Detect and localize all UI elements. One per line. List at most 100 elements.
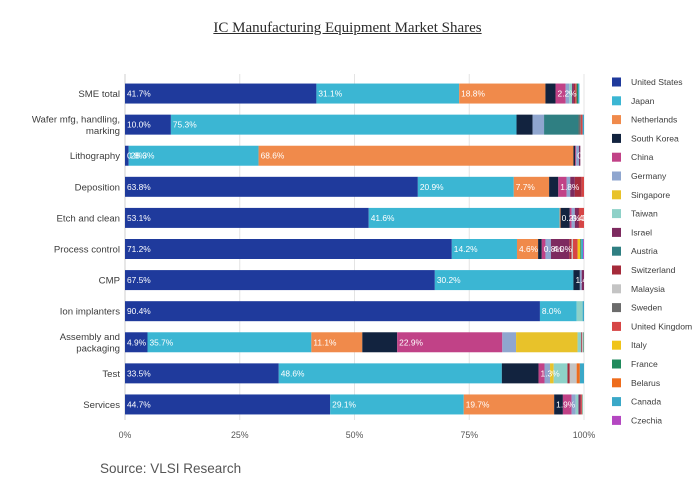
- bar-segment-japan: [539, 301, 577, 322]
- bar-segment-china: [538, 363, 545, 384]
- legend-label: Singapore: [631, 190, 670, 200]
- bar-segment-taiwan: [569, 83, 573, 104]
- legend-label: France: [631, 359, 658, 369]
- bar-segment-japan: [147, 332, 312, 353]
- bar-segment-germany: [545, 239, 551, 259]
- category-label: Assembly and packaging: [60, 332, 120, 355]
- bar-segment-netherlands: [463, 394, 555, 415]
- data-label: 0.4%: [572, 213, 592, 223]
- data-label: 1.0%: [581, 213, 601, 223]
- x-tick-label: 75%: [460, 430, 478, 440]
- bar-segment-south-korea: [549, 176, 559, 197]
- source-note: Source: VLSI Research: [100, 461, 242, 476]
- bar-segment-taiwan: [576, 301, 583, 322]
- bar-segment-united-states: [125, 83, 317, 104]
- bar-segment-switzerland: [567, 363, 570, 384]
- bar-segment-israel: [572, 83, 574, 104]
- legend-label: China: [631, 152, 654, 162]
- bar-segment-united-states: [125, 363, 279, 384]
- bar-segment-switzerland: [578, 207, 580, 228]
- legend-label: Taiwan: [631, 209, 658, 219]
- bar-segment-singapore: [550, 363, 554, 384]
- data-label: 75.3%: [173, 120, 197, 130]
- bar-segment-china: [569, 207, 572, 228]
- bar-segment-south-korea: [545, 83, 556, 104]
- data-label: 0.8%: [127, 151, 147, 161]
- legend-label: Sweden: [631, 303, 662, 313]
- bar-segment-switzerland: [581, 332, 583, 353]
- legend-swatch: [612, 397, 621, 407]
- bar-segment-south-korea: [573, 270, 580, 291]
- x-tick-label: 25%: [231, 430, 249, 440]
- bar-segment-canada: [581, 239, 584, 259]
- bar-segment-united-states: [125, 176, 418, 197]
- bar-segment-taiwan: [553, 363, 568, 384]
- bar-segment-singapore: [516, 332, 578, 353]
- legend-label: Switzerland: [631, 265, 676, 275]
- data-label: 18.8%: [461, 89, 485, 99]
- category-label: Wafer mfg, handling, marking: [32, 114, 120, 137]
- bar-segment-south-korea: [560, 207, 570, 228]
- bar-segment-united-kingdom: [572, 239, 578, 259]
- category-label: Ion implanters: [60, 307, 120, 318]
- bar-segment-united-kingdom: [581, 394, 583, 415]
- bar-segment-israel: [578, 394, 581, 415]
- bar-segment-south-korea: [554, 394, 563, 415]
- data-label: 22.9%: [399, 337, 423, 347]
- category-label: Process control: [54, 245, 120, 256]
- data-label: 41.7%: [127, 89, 151, 99]
- bar-segment-canada: [582, 114, 584, 135]
- legend-label: United Kingdom: [631, 321, 692, 331]
- bar-segment-japan: [434, 270, 574, 291]
- legend-swatch: [612, 77, 621, 87]
- data-label: 68.6%: [261, 151, 285, 161]
- bar-segment-malaysia: [571, 239, 573, 259]
- bar-segment-germany: [579, 270, 582, 291]
- legend-label: Czechia: [631, 415, 662, 425]
- bar-segment-switzerland: [573, 83, 576, 104]
- bar-segment-germany: [532, 114, 545, 135]
- bar-segment-switzerland: [574, 176, 582, 197]
- x-tick-label: 0%: [119, 430, 132, 440]
- bar-segment-united-kingdom: [575, 83, 577, 104]
- data-label: 1.9%: [556, 399, 576, 409]
- bar-segment-germany: [544, 363, 551, 384]
- bar-segment-canada: [579, 363, 584, 384]
- bar-segment-japan: [417, 176, 514, 197]
- chart-title: IC Manufacturing Equipment Market Shares: [213, 20, 482, 36]
- data-label: 14.2%: [454, 244, 478, 254]
- legend-label: South Korea: [631, 133, 679, 143]
- data-label: 31.1%: [318, 89, 342, 99]
- bar-segment-netherlands: [311, 332, 363, 353]
- legend-swatch: [612, 227, 621, 237]
- legend-label: Germany: [631, 171, 667, 181]
- x-tick-label: 50%: [346, 430, 364, 440]
- legend-swatch: [612, 265, 621, 275]
- bar-segment-france: [580, 239, 582, 259]
- data-label: 28.3%: [131, 151, 155, 161]
- legend-swatch: [612, 171, 621, 181]
- bar-segment-netherlands: [559, 207, 561, 228]
- legend-label: Netherlands: [631, 115, 677, 125]
- bar-segment-malaysia: [582, 332, 584, 353]
- category-label: Services: [83, 400, 120, 411]
- legend-swatch: [612, 359, 621, 369]
- bar-segment-united-kingdom: [579, 207, 584, 228]
- bar-segment-belarus: [576, 363, 580, 384]
- data-label: 90.4%: [127, 306, 151, 316]
- data-label: 0.2%: [562, 213, 582, 223]
- legend-swatch: [612, 321, 621, 331]
- bar-segment-italy: [577, 239, 581, 259]
- bar-segment-united-states: [125, 239, 452, 259]
- bar-segment-taiwan: [577, 332, 582, 353]
- bar-segment-netherlands: [513, 176, 550, 197]
- legend-swatch: [612, 284, 621, 294]
- data-label: 48.6%: [281, 368, 305, 378]
- bar-segment-france: [576, 83, 579, 104]
- bar-segment-malaysia: [569, 363, 577, 384]
- data-label: 10.0%: [127, 120, 151, 130]
- data-label: 1.8%: [560, 182, 580, 192]
- bar-segment-china: [555, 83, 566, 104]
- bar-segment-netherlands: [258, 145, 574, 166]
- bar-segment-germany: [576, 145, 579, 166]
